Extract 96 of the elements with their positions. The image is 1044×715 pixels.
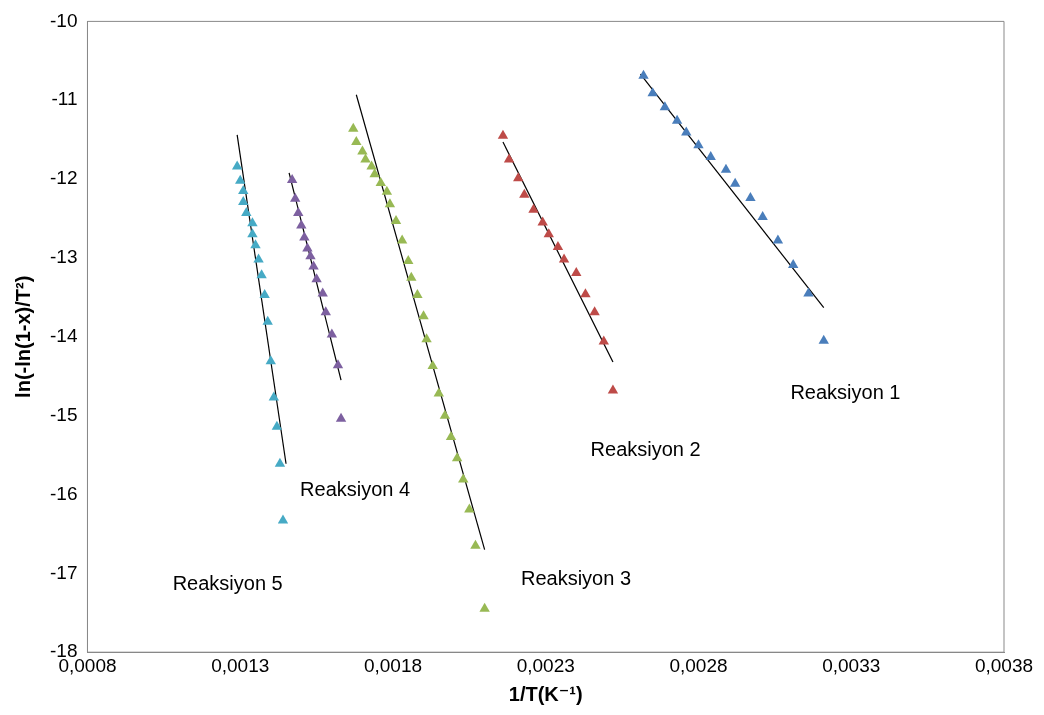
x-tick-label: 0,0013 bbox=[211, 654, 270, 676]
x-tick-label: 0,0033 bbox=[822, 654, 881, 676]
point bbox=[439, 409, 451, 419]
point bbox=[647, 87, 658, 97]
y-axis-title: ln(-ln(1-x)/T²) bbox=[11, 275, 34, 398]
point bbox=[681, 126, 692, 136]
point bbox=[451, 452, 463, 462]
point bbox=[519, 188, 530, 198]
x-tick-label: 0,0018 bbox=[363, 654, 423, 676]
point bbox=[470, 539, 481, 549]
point bbox=[332, 359, 344, 369]
point bbox=[445, 430, 457, 440]
point bbox=[558, 253, 570, 263]
point bbox=[259, 289, 270, 299]
point bbox=[412, 289, 423, 299]
point bbox=[729, 177, 741, 187]
point bbox=[247, 217, 258, 227]
point bbox=[757, 210, 768, 220]
point bbox=[241, 207, 252, 217]
point bbox=[308, 260, 319, 270]
point bbox=[589, 306, 600, 316]
point bbox=[772, 234, 784, 244]
point bbox=[247, 228, 258, 238]
point bbox=[253, 253, 264, 263]
point bbox=[671, 114, 683, 124]
point bbox=[268, 391, 280, 401]
point bbox=[818, 334, 829, 344]
annotation: Reaksiyon 4 bbox=[300, 478, 411, 501]
point bbox=[427, 359, 438, 369]
point bbox=[552, 240, 564, 250]
point bbox=[238, 184, 249, 194]
point bbox=[311, 273, 322, 283]
point bbox=[607, 384, 619, 394]
y-tick-label: -10 bbox=[49, 9, 78, 31]
point bbox=[458, 473, 469, 483]
point bbox=[396, 234, 408, 244]
point bbox=[235, 174, 246, 184]
point bbox=[803, 287, 814, 297]
point bbox=[335, 412, 347, 422]
point bbox=[406, 271, 417, 281]
point bbox=[348, 122, 359, 132]
point bbox=[305, 250, 316, 260]
point bbox=[659, 101, 671, 111]
x-tick-label: 0,0028 bbox=[669, 654, 728, 676]
y-tick-label: -12 bbox=[49, 167, 78, 189]
point bbox=[351, 136, 362, 146]
point bbox=[375, 177, 386, 187]
point bbox=[277, 514, 289, 524]
annotation: Reaksiyon 3 bbox=[520, 567, 632, 590]
annotation: Reaksiyon 2 bbox=[590, 438, 701, 461]
y-tick-label: -11 bbox=[51, 88, 78, 110]
point bbox=[513, 172, 524, 182]
point bbox=[390, 214, 402, 224]
point bbox=[598, 335, 609, 345]
point bbox=[693, 139, 704, 149]
x-tick-label: 0,0023 bbox=[516, 654, 575, 676]
point bbox=[296, 219, 307, 229]
point bbox=[238, 195, 249, 205]
point bbox=[543, 228, 554, 238]
y-tick-label: -16 bbox=[49, 482, 78, 504]
x-axis-title: 1/T(K⁻¹) bbox=[508, 682, 583, 705]
point bbox=[250, 239, 261, 249]
point bbox=[265, 355, 276, 365]
point bbox=[274, 457, 286, 467]
point bbox=[403, 255, 414, 265]
annotation: Reaksiyon 1 bbox=[790, 381, 901, 404]
point bbox=[384, 198, 396, 208]
y-tick-label: -13 bbox=[49, 246, 78, 268]
point bbox=[421, 333, 432, 343]
point bbox=[528, 203, 539, 213]
point bbox=[479, 602, 490, 612]
point bbox=[580, 288, 591, 298]
point bbox=[271, 420, 283, 430]
y-tick-label: -17 bbox=[49, 561, 78, 583]
point bbox=[381, 185, 393, 195]
point bbox=[290, 192, 301, 202]
point bbox=[293, 207, 304, 217]
point bbox=[745, 192, 756, 202]
point bbox=[256, 269, 267, 279]
annotation: Reaksiyon 5 bbox=[172, 571, 283, 594]
y-tick-label: -15 bbox=[49, 403, 78, 425]
point bbox=[357, 145, 368, 155]
point bbox=[503, 153, 515, 163]
point bbox=[705, 151, 716, 161]
point bbox=[360, 153, 371, 163]
point bbox=[286, 173, 298, 183]
point bbox=[720, 163, 732, 173]
point bbox=[788, 259, 799, 269]
point bbox=[571, 266, 582, 276]
y-tick-label: -14 bbox=[49, 325, 78, 347]
point bbox=[262, 315, 273, 325]
point bbox=[497, 129, 509, 139]
x-tick-label: 0,0038 bbox=[974, 654, 1034, 676]
point bbox=[638, 69, 649, 79]
point bbox=[418, 310, 429, 320]
point bbox=[433, 387, 444, 397]
